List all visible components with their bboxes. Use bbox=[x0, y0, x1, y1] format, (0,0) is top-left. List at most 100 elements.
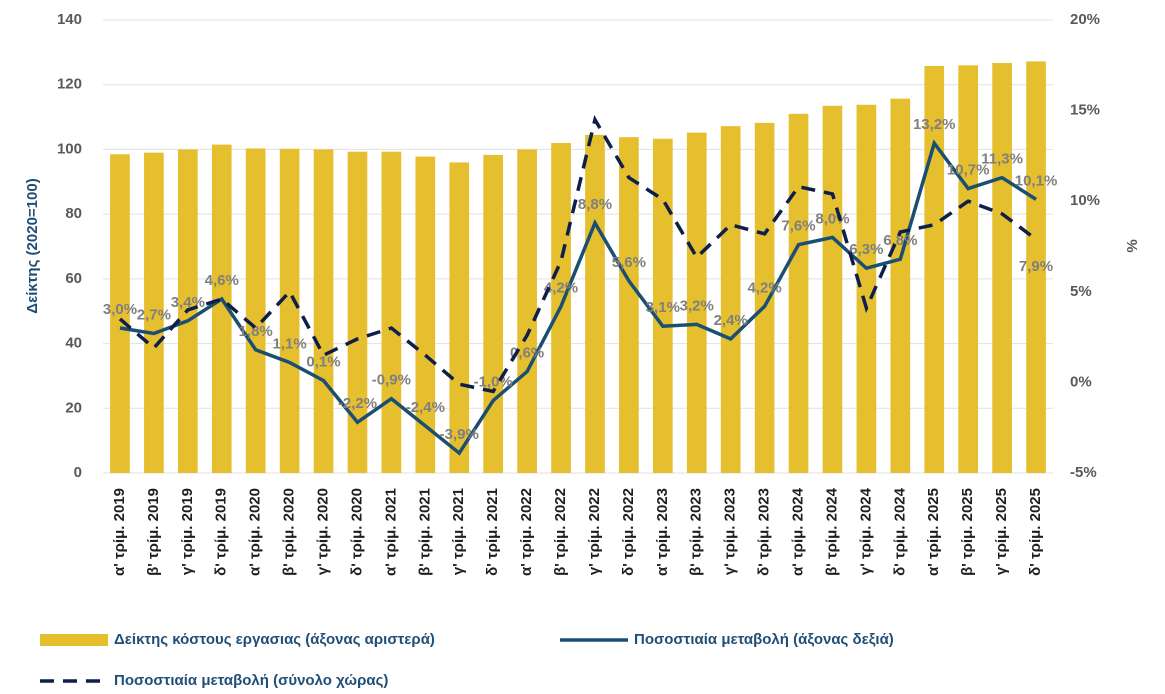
legend-label: Ποσοστιαία μεταβολή (σύνολο χώρας) bbox=[114, 672, 388, 689]
data-label: 5,6% bbox=[612, 254, 646, 271]
data-label: 4,2% bbox=[544, 279, 578, 296]
data-label: 3,0% bbox=[103, 301, 137, 318]
bar bbox=[856, 104, 877, 474]
data-label: 8,8% bbox=[578, 196, 612, 213]
y-tick-label: 100 bbox=[57, 140, 82, 157]
x-tick-label: β' τρίμ. 2019 bbox=[145, 488, 162, 576]
x-tick-label: δ' τρίμ. 2022 bbox=[620, 488, 637, 576]
data-label: 8,0% bbox=[815, 210, 849, 227]
data-label: 3,2% bbox=[680, 297, 714, 314]
y-tick-label: 80 bbox=[65, 205, 82, 222]
data-label: 1,8% bbox=[239, 323, 273, 340]
bar bbox=[381, 151, 402, 473]
bar bbox=[686, 132, 707, 474]
y-axis-label: Δείκτης (2020=100) bbox=[24, 178, 41, 313]
bar bbox=[517, 149, 537, 473]
x-tick-label: δ' τρίμ. 2021 bbox=[484, 488, 501, 576]
x-tick-label: β' τρίμ. 2021 bbox=[416, 488, 433, 576]
bar bbox=[585, 134, 605, 473]
data-label: -0,9% bbox=[372, 372, 411, 389]
bar bbox=[1026, 61, 1046, 473]
x-tick-label: β' τρίμ. 2023 bbox=[688, 488, 705, 576]
bar bbox=[415, 156, 436, 473]
x-tick-label: γ' τρίμ. 2019 bbox=[179, 488, 196, 575]
x-tick-label: α' τρίμ. 2020 bbox=[247, 488, 264, 576]
x-tick-label: δ' τρίμ. 2019 bbox=[213, 488, 230, 576]
bar bbox=[279, 148, 300, 473]
x-tick-label: β' τρίμ. 2024 bbox=[823, 487, 840, 576]
data-label: 3,1% bbox=[646, 299, 680, 316]
data-label: 7,6% bbox=[781, 218, 815, 235]
y-tick-label: 120 bbox=[57, 76, 82, 93]
data-label: 10,7% bbox=[947, 161, 990, 178]
line bbox=[118, 115, 1038, 394]
bar bbox=[347, 151, 368, 473]
x-tick-label: α' τρίμ. 2023 bbox=[654, 488, 671, 576]
bar bbox=[754, 122, 775, 473]
data-label: 4,6% bbox=[205, 272, 239, 289]
data-label: 6,3% bbox=[849, 241, 883, 258]
x-tick-label: γ' τρίμ. 2023 bbox=[722, 488, 739, 575]
data-label: 13,2% bbox=[913, 116, 956, 133]
x-tick-label: γ' τρίμ. 2020 bbox=[315, 488, 332, 575]
bar bbox=[822, 105, 843, 473]
bar bbox=[313, 149, 334, 473]
bar bbox=[958, 65, 979, 474]
bar bbox=[619, 137, 639, 473]
bar bbox=[652, 138, 673, 473]
data-label: 2,4% bbox=[714, 312, 748, 329]
bar bbox=[788, 113, 809, 473]
y2-tick-label: 10% bbox=[1070, 192, 1100, 209]
bar bbox=[720, 126, 741, 473]
bar bbox=[211, 144, 232, 473]
x-tick-label: δ' τρίμ. 2024 bbox=[891, 487, 908, 576]
data-label: 4,2% bbox=[748, 279, 782, 296]
x-tick-label: δ' τρίμ. 2020 bbox=[348, 488, 365, 576]
x-tick-label: γ' τρίμ. 2021 bbox=[450, 488, 467, 575]
data-label: 7,9% bbox=[1019, 258, 1053, 275]
data-label: -1,0% bbox=[474, 373, 513, 390]
data-label: 2,7% bbox=[137, 306, 171, 323]
bar bbox=[449, 162, 470, 473]
line bbox=[119, 139, 1037, 456]
bar bbox=[110, 154, 130, 473]
legend-label: Ποσοστιαία μεταβολή (άξονας δεξιά) bbox=[634, 631, 894, 648]
x-tick-label: γ' τρίμ. 2024 bbox=[857, 487, 874, 575]
y2-tick-label: 0% bbox=[1070, 373, 1092, 390]
y-tick-label: 20 bbox=[65, 399, 82, 416]
x-tick-label: δ' τρίμ. 2025 bbox=[1027, 488, 1044, 576]
data-label: 1,1% bbox=[273, 335, 307, 352]
y-tick-label: 140 bbox=[57, 11, 82, 28]
legend-swatch bbox=[40, 634, 108, 646]
y2-tick-label: 5% bbox=[1070, 283, 1092, 300]
y2-axis-label: % bbox=[1124, 239, 1141, 252]
x-tick-label: β' τρίμ. 2025 bbox=[959, 488, 976, 576]
y2-tick-label: 15% bbox=[1070, 102, 1100, 119]
bar bbox=[144, 152, 164, 473]
x-tick-label: γ' τρίμ. 2025 bbox=[993, 488, 1010, 575]
x-tick-label: β' τρίμ. 2020 bbox=[281, 488, 298, 576]
y2-tick-label: 20% bbox=[1070, 11, 1100, 28]
legend-label: Δείκτης κόστους εργασιας (άξονας αριστερ… bbox=[114, 631, 435, 648]
data-label: -2,2% bbox=[338, 395, 377, 412]
y2-tick-label: -5% bbox=[1070, 464, 1097, 481]
y-tick-label: 40 bbox=[65, 335, 82, 352]
bar bbox=[924, 65, 945, 473]
data-label: -3,9% bbox=[440, 426, 479, 443]
x-tick-label: α' τρίμ. 2019 bbox=[111, 488, 128, 576]
data-label: 11,3% bbox=[981, 151, 1023, 168]
bar bbox=[890, 98, 911, 473]
bar bbox=[992, 63, 1012, 473]
bar bbox=[483, 154, 504, 473]
x-tick-label: α' τρίμ. 2025 bbox=[925, 488, 942, 576]
data-label: -2,4% bbox=[406, 399, 445, 416]
y-tick-label: 60 bbox=[65, 270, 82, 287]
x-tick-label: α' τρίμ. 2022 bbox=[518, 488, 535, 576]
data-label: 6,8% bbox=[883, 232, 917, 249]
data-label: 0,1% bbox=[306, 354, 340, 371]
x-tick-label: γ' τρίμ. 2022 bbox=[586, 488, 603, 575]
x-tick-label: δ' τρίμ. 2023 bbox=[756, 488, 773, 576]
data-label: 0,6% bbox=[510, 344, 544, 361]
x-tick-label: α' τρίμ. 2024 bbox=[790, 487, 807, 576]
